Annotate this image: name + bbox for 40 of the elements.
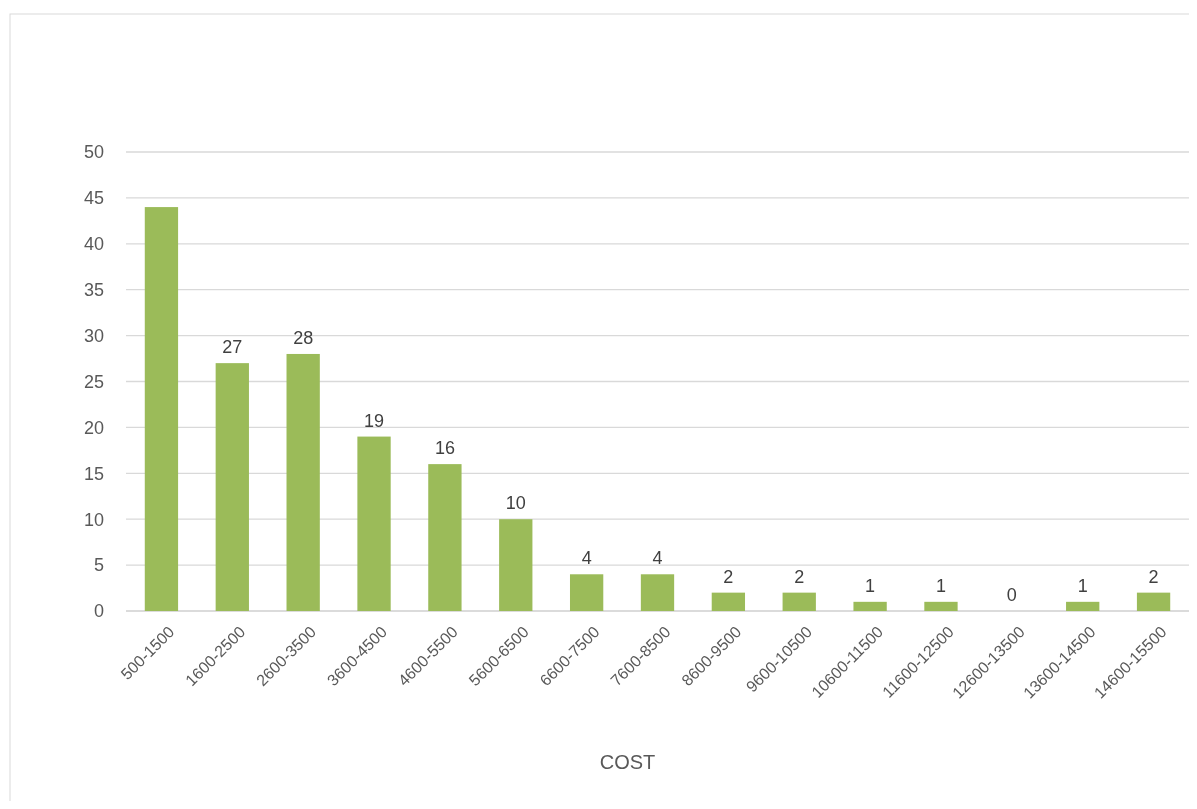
- y-tick-label: 30: [83, 325, 104, 346]
- y-tick-label: 5: [93, 555, 104, 576]
- y-tick-label: 35: [83, 280, 104, 300]
- bar: [144, 207, 179, 611]
- y-tick-label: 10: [83, 509, 104, 530]
- y-tick-label: 20: [83, 417, 104, 438]
- x-axis-title: COST: [599, 751, 656, 773]
- bar: [1136, 592, 1171, 611]
- bar: [711, 592, 746, 611]
- data-label: 4: [581, 548, 592, 569]
- y-tick-label: 0: [93, 601, 104, 622]
- bar: [215, 363, 249, 611]
- bar: [853, 601, 887, 611]
- bar: [499, 519, 533, 611]
- bar: [357, 436, 391, 611]
- y-tick-label: 40: [83, 234, 104, 255]
- bar: [286, 353, 320, 611]
- bar: [569, 574, 604, 611]
- bar: [1066, 601, 1100, 611]
- y-tick-label: 45: [83, 188, 104, 209]
- y-tick-label: 50: [83, 142, 104, 163]
- data-label: 1: [935, 575, 946, 596]
- bar: [428, 464, 462, 611]
- bar: [924, 601, 958, 611]
- y-tick-label: 15: [83, 463, 104, 484]
- data-label: 16: [434, 438, 455, 459]
- bar: [640, 574, 675, 611]
- y-tick-label: 25: [83, 371, 104, 392]
- data-label: 2: [723, 566, 734, 587]
- data-label: 2: [1148, 566, 1159, 587]
- data-label: 1: [865, 575, 876, 596]
- data-label: 0: [1006, 585, 1017, 605]
- data-label: 4: [652, 548, 663, 569]
- data-label: 19: [364, 410, 385, 431]
- data-label: 10: [505, 493, 526, 514]
- bar: [782, 592, 816, 611]
- data-label: 1: [1077, 575, 1088, 596]
- data-label: 27: [222, 337, 243, 358]
- data-label: 2: [794, 566, 805, 587]
- data-label: 28: [293, 327, 314, 348]
